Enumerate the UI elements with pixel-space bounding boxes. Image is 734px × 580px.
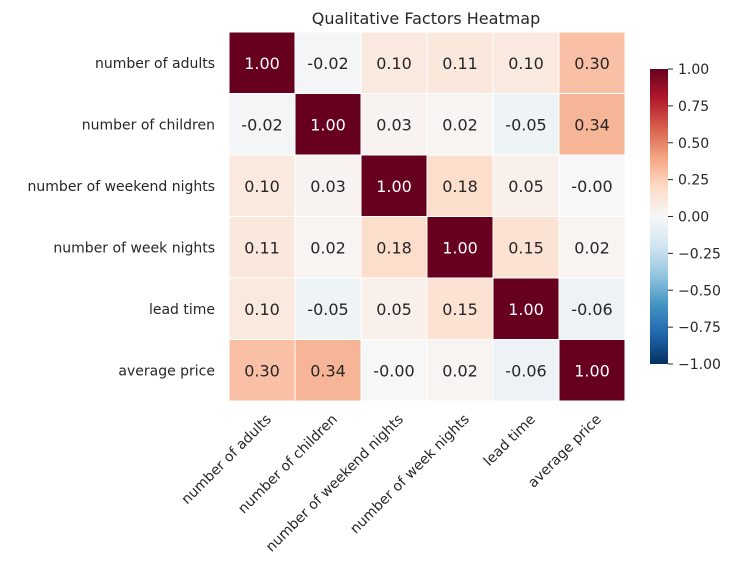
row-label: number of children xyxy=(82,117,215,133)
cell-value-label: 1.00 xyxy=(310,115,346,134)
cell-value-label: 0.02 xyxy=(442,115,478,134)
row-label: number of weekend nights xyxy=(28,179,215,195)
cell-value-label: 0.10 xyxy=(244,177,280,196)
heatmap-cell xyxy=(492,277,560,340)
cell-value-label: 0.10 xyxy=(244,300,280,319)
cell-value-label: -0.00 xyxy=(373,361,414,380)
heatmap-cell xyxy=(492,339,560,402)
cell-value-label: 0.34 xyxy=(574,115,610,134)
cell-value-label: -0.05 xyxy=(307,300,348,319)
row-label: average price xyxy=(118,363,215,379)
row-label: lead time xyxy=(149,302,215,318)
chart-title: Qualitative Factors Heatmap xyxy=(312,9,541,28)
row-label: number of week nights xyxy=(53,240,215,256)
column-label: number of weekend nights xyxy=(263,412,407,556)
cell-value-label: 0.02 xyxy=(442,361,478,380)
heatmap-cell xyxy=(426,216,494,279)
colorbar-gradient xyxy=(650,69,668,364)
cell-value-label: 1.00 xyxy=(574,361,610,380)
heatmap-cell xyxy=(228,277,296,340)
heatmap-cell xyxy=(294,31,362,94)
heatmap-cell xyxy=(558,154,626,217)
cell-value-label: 0.03 xyxy=(310,177,346,196)
row-labels: number of adults number of children number… xyxy=(28,56,215,380)
heatmap-cell xyxy=(360,277,428,340)
cell-value-label: 0.05 xyxy=(376,300,412,319)
cell-value-label: 0.18 xyxy=(442,177,478,196)
cell-value-label: 0.30 xyxy=(244,361,280,380)
cell-value-label: 1.00 xyxy=(508,300,544,319)
heatmap-cell xyxy=(426,339,494,402)
cell-value-label: -0.06 xyxy=(571,300,612,319)
colorbar-tick-label: −0.25 xyxy=(678,246,721,262)
colorbar-tick-label: −1.00 xyxy=(678,357,721,373)
heatmap-cells: 1.00 -0.02 0.10 0.11 0.10 0.30 -0.02 1.00 0.03 0.… xyxy=(228,31,626,402)
heatmap-cell xyxy=(228,31,296,94)
row-label: number of adults xyxy=(95,56,215,72)
colorbar-tick-label: 1.00 xyxy=(678,62,709,78)
cell-value-label: 0.02 xyxy=(310,238,346,257)
heatmap-cell xyxy=(558,93,626,156)
heatmap-cell xyxy=(228,216,296,279)
heatmap-cell xyxy=(558,339,626,402)
cell-value-label: 0.18 xyxy=(376,238,412,257)
cell-value-label: 0.15 xyxy=(442,300,478,319)
heatmap-cell xyxy=(426,93,494,156)
cell-value-label: 1.00 xyxy=(442,238,478,257)
colorbar: 1.00 0.75 0.50 0.25 0.00 −0.25 −0.50 −0.75 −1.00 xyxy=(650,62,721,373)
colorbar-tick-label: 0.75 xyxy=(678,99,709,115)
cell-value-label: 0.11 xyxy=(442,54,478,73)
cell-value-label: 0.05 xyxy=(508,177,544,196)
cell-value-label: 0.10 xyxy=(376,54,412,73)
heatmap-cell xyxy=(558,216,626,279)
cell-value-label: 0.30 xyxy=(574,54,610,73)
heatmap-cell xyxy=(492,216,560,279)
heatmap-cell xyxy=(426,277,494,340)
colorbar-tick-label: 0.00 xyxy=(678,210,709,226)
heatmap-cell xyxy=(294,93,362,156)
heatmap-cell xyxy=(426,31,494,94)
column-label: lead time xyxy=(481,412,539,470)
cell-value-label: 1.00 xyxy=(376,177,412,196)
cell-value-label: 0.11 xyxy=(244,238,280,257)
cell-value-label: -0.02 xyxy=(307,54,348,73)
colorbar-tick-label: −0.50 xyxy=(678,283,721,299)
heatmap-cell xyxy=(294,154,362,217)
cell-value-label: 0.03 xyxy=(376,115,412,134)
column-label: number of week nights xyxy=(347,412,473,538)
cell-value-label: 1.00 xyxy=(244,54,280,73)
heatmap-cell xyxy=(360,31,428,94)
cell-value-label: -0.02 xyxy=(241,115,282,134)
cell-value-label: 0.15 xyxy=(508,238,544,257)
heatmap-cell xyxy=(228,339,296,402)
heatmap-cell xyxy=(294,216,362,279)
heatmap-cell xyxy=(558,31,626,94)
colorbar-tick-label: 0.25 xyxy=(678,173,709,189)
cell-value-label: -0.00 xyxy=(571,177,612,196)
cell-value-label: 0.02 xyxy=(574,238,610,257)
cell-value-label: -0.05 xyxy=(505,115,546,134)
cell-value-label: 0.10 xyxy=(508,54,544,73)
cell-value-label: -0.06 xyxy=(505,361,546,380)
cell-value-label: 0.34 xyxy=(310,361,346,380)
heatmap-cell xyxy=(426,154,494,217)
heatmap-cell xyxy=(360,216,428,279)
heatmap-cell xyxy=(492,154,560,217)
colorbar-tick-label: −0.75 xyxy=(678,320,721,336)
heatmap-cell xyxy=(558,277,626,340)
colorbar-tick-label: 0.50 xyxy=(678,136,709,152)
